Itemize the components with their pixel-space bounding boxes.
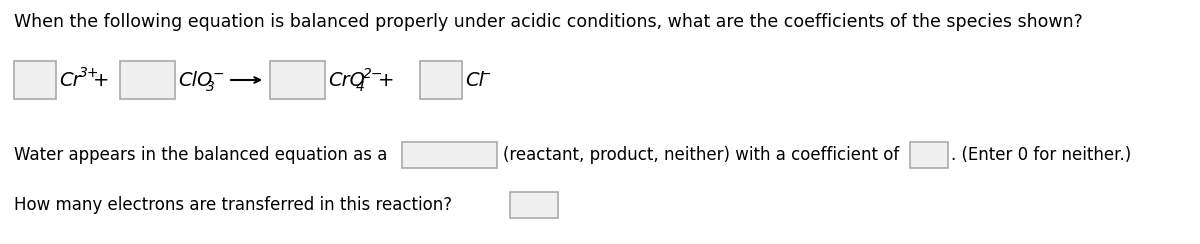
Text: 3+: 3+	[79, 66, 100, 80]
Text: How many electrons are transferred in this reaction?: How many electrons are transferred in th…	[14, 196, 452, 214]
Text: 2−: 2−	[364, 67, 384, 81]
Bar	[14, 61, 56, 99]
Bar	[910, 142, 948, 168]
Text: . (Enter 0 for neither.): . (Enter 0 for neither.)	[952, 146, 1132, 164]
Text: When the following equation is balanced properly under acidic conditions, what a: When the following equation is balanced …	[14, 13, 1082, 31]
Text: +: +	[378, 71, 395, 90]
Text: 4: 4	[356, 80, 365, 94]
Text: CrO: CrO	[328, 71, 365, 90]
Text: +: +	[94, 71, 109, 90]
Bar	[420, 61, 462, 99]
Text: −: −	[480, 67, 492, 81]
Bar	[402, 142, 497, 168]
Text: Cl: Cl	[466, 71, 484, 90]
Text: ClO: ClO	[178, 71, 212, 90]
Text: Water appears in the balanced equation as a: Water appears in the balanced equation a…	[14, 146, 388, 164]
Bar	[120, 61, 175, 99]
Text: −: −	[214, 67, 224, 81]
Bar	[510, 192, 558, 218]
Bar	[270, 61, 325, 99]
Text: Cr: Cr	[59, 71, 80, 90]
Text: 3: 3	[206, 80, 215, 94]
Text: (reactant, product, neither) with a coefficient of: (reactant, product, neither) with a coef…	[503, 146, 899, 164]
